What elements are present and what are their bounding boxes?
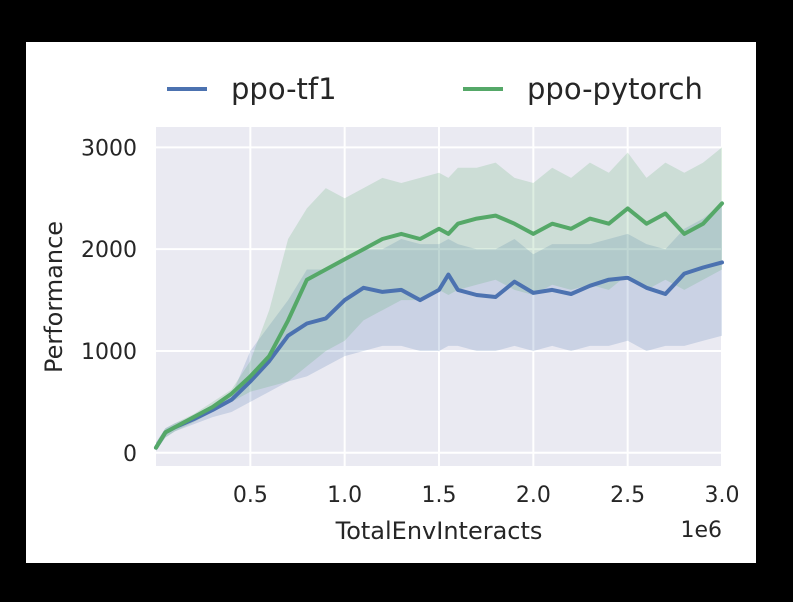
y-tick-label: 0 (123, 442, 137, 467)
legend-label-ppo-pytorch: ppo-pytorch (527, 72, 703, 106)
x-axis-label: TotalEnvInteracts (335, 517, 543, 545)
y-tick-label: 1000 (81, 340, 137, 365)
y-axis-label: Performance (40, 221, 68, 373)
band-ppo-tf1 (156, 203, 722, 451)
line-ppo-tf1 (154, 260, 724, 450)
y-tick-labels: 0 1000 2000 3000 (81, 136, 137, 466)
x-tick-label: 3.0 (705, 483, 740, 508)
x-tick-label: 1.5 (422, 483, 457, 508)
legend: ppo-tf1 ppo-pytorch (167, 72, 703, 106)
grid (156, 127, 723, 466)
series-lines (154, 201, 724, 450)
x-tick-label: 1.0 (327, 483, 362, 508)
x-tick-label: 2.0 (516, 483, 551, 508)
x-tick-label: 2.5 (610, 483, 645, 508)
legend-label-ppo-tf1: ppo-tf1 (231, 72, 337, 106)
x-tick-labels: 0.5 1.0 1.5 2.0 2.5 3.0 (233, 483, 740, 508)
line-ppo-pytorch (154, 201, 724, 450)
x-offset-label: 1e6 (680, 518, 722, 543)
x-tick-label: 0.5 (233, 483, 268, 508)
y-tick-label: 3000 (81, 136, 137, 161)
y-tick-label: 2000 (81, 238, 137, 263)
